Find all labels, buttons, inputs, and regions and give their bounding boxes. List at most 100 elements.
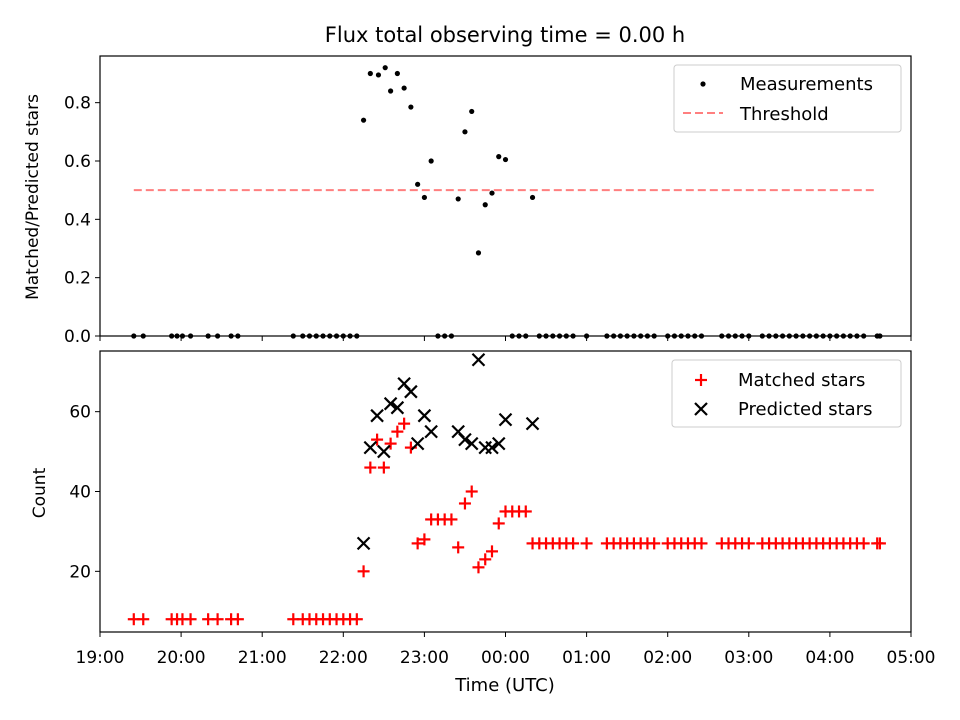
bottom-x-tick-label: 22:00: [319, 648, 368, 668]
top-y-tick-label: 0.2: [64, 269, 91, 289]
top-legend-box: [673, 64, 902, 133]
top-y-axis-label: Matched/Predicted stars: [23, 94, 43, 300]
predicted-star-point: [390, 400, 405, 415]
predicted-star-point: [370, 408, 384, 423]
measurements-legend-label: Measurements: [740, 74, 873, 95]
predicted-star-point: [525, 416, 540, 431]
matched-star-point: [873, 537, 886, 550]
measurement-point: [502, 156, 509, 163]
measurement-point: [462, 129, 468, 135]
measurement-point: [421, 194, 427, 201]
bottom-legend-box: [671, 359, 902, 428]
matched-star-point: [472, 561, 485, 574]
x-axis-label: Time (UTC): [454, 675, 555, 696]
measurement-point: [455, 196, 461, 202]
matched-stars-legend-marker: [695, 374, 707, 386]
bottom-x-tick-label: 21:00: [238, 648, 287, 668]
bottom-x-tick-label: 23:00: [400, 648, 449, 668]
top-y-tick-label: 0.0: [64, 327, 91, 347]
matched-star-point: [357, 565, 370, 578]
measurement-point: [482, 202, 488, 208]
top-y-tick-label: 0.8: [64, 94, 91, 114]
predicted-star-point: [464, 436, 479, 451]
matched-star-point: [857, 537, 870, 550]
bottom-x-tick-label: 00:00: [481, 648, 530, 668]
matched-star-point: [418, 533, 431, 546]
bottom-x-tick-label: 01:00: [562, 648, 611, 668]
matched-star-point: [231, 613, 244, 626]
bottom-x-axis: 19:00 20:00 21:00 22:00 23:00 00:00 01:00 02:00…: [76, 632, 936, 668]
matched-stars-legend-label: Matched stars: [738, 370, 865, 391]
matched-star-point: [465, 485, 478, 498]
matched-star-point: [695, 537, 708, 550]
bottom-y-axis: 20 40 60: [69, 403, 100, 582]
matched-star-point: [458, 497, 471, 510]
matched-star-point: [479, 553, 492, 566]
matched-star-point: [350, 613, 363, 626]
measurement-point: [529, 194, 536, 201]
top-y-tick-label: 0.4: [64, 210, 91, 230]
bottom-x-tick-label: 02:00: [643, 648, 692, 668]
predicted-star-point: [491, 436, 506, 451]
threshold-legend-label: Threshold: [739, 104, 829, 125]
predicted-star-point: [471, 353, 486, 367]
matched-star-point: [371, 433, 384, 446]
measurement-point: [401, 85, 407, 91]
measurement-point: [382, 65, 388, 71]
measurement-point: [375, 72, 382, 78]
bottom-x-tick-label: 19:00: [76, 648, 125, 668]
matched-star-point: [391, 425, 404, 438]
bottom-x-tick-label: 04:00: [805, 648, 854, 668]
predicted-stars-legend-label: Predicted stars: [738, 399, 872, 420]
measurement-point: [496, 154, 502, 160]
matched-star-point: [648, 537, 661, 550]
matched-star-point: [364, 461, 377, 474]
matched-star-point: [452, 541, 465, 554]
chart-title: Flux total observing time = 0.00 h: [325, 23, 685, 47]
bottom-y-axis-label: Count: [30, 467, 50, 518]
measurements-legend-marker: [700, 81, 706, 87]
measurement-point: [367, 70, 373, 77]
matched-star-point: [567, 537, 580, 550]
bottom-y-tick-label: 20: [69, 562, 91, 582]
bottom-y-tick-label: 60: [69, 403, 91, 423]
bottom-x-tick-label: 03:00: [724, 648, 773, 668]
count-panel: Count Time (UTC) 20 40 60 19:00 20:00 21:00 2…: [30, 350, 936, 696]
matched-star-point: [742, 537, 755, 550]
measurement-point: [394, 70, 400, 77]
top-y-tick-label: 0.6: [64, 152, 91, 172]
ratio-panel: Flux total observing time = 0.00 h Match…: [23, 23, 912, 347]
bottom-legend: Matched stars Predicted stars: [671, 359, 902, 428]
measurement-point: [360, 117, 367, 123]
measurement-point: [475, 250, 482, 256]
top-x-axis: [99, 336, 912, 341]
bottom-y-tick-label: 40: [69, 483, 91, 503]
matched-star-point: [137, 613, 150, 626]
measurement-point: [388, 88, 394, 94]
matched-star-point: [492, 517, 505, 530]
matched-star-point: [445, 513, 458, 526]
matched-star-point: [580, 537, 593, 550]
matched-star-point: [377, 461, 390, 474]
predicted-star-point: [417, 408, 432, 423]
matched-star-point: [384, 437, 397, 450]
predicted-star-point: [404, 384, 418, 399]
predicted-star-point: [377, 444, 391, 459]
top-y-axis: 0.0 0.2 0.4 0.6 0.8: [64, 94, 100, 347]
predicted-star-point: [356, 536, 371, 551]
predicted-star-point: [485, 440, 499, 455]
predicted-star-point: [498, 412, 513, 427]
bottom-x-tick-label: 20:00: [157, 648, 206, 668]
count-plot-area: [127, 353, 886, 626]
predicted-stars-legend-marker: [694, 402, 708, 416]
matched-star-point: [211, 613, 224, 626]
measurement-point: [428, 158, 434, 164]
matched-star-point: [411, 537, 424, 550]
measurement-point: [408, 104, 414, 110]
predicted-star-point: [458, 432, 472, 447]
top-legend: Measurements Threshold: [673, 64, 902, 133]
predicted-star-point: [363, 440, 378, 455]
matched-star-point: [485, 545, 498, 558]
measurement-point: [489, 190, 495, 196]
